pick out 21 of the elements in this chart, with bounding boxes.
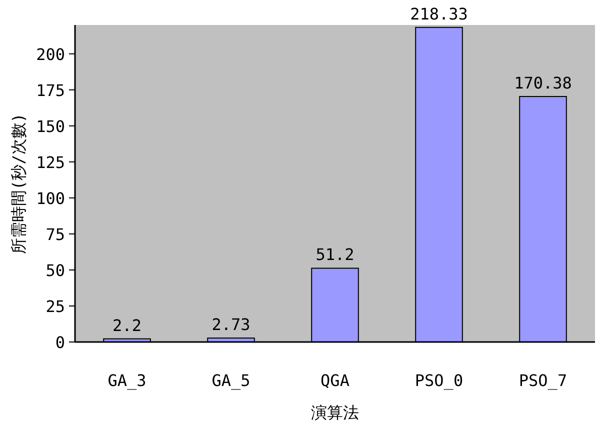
y-tick-label: 0	[55, 333, 65, 352]
data-label: 2.73	[212, 315, 250, 334]
y-tick-label: 125	[36, 152, 65, 172]
x-tick-label: PSO_0	[414, 371, 464, 390]
x-tick-label: PSO_7	[518, 371, 568, 390]
y-tick-label: 175	[36, 80, 65, 100]
data-label: 51.2	[316, 245, 354, 264]
y-tick-label: 25	[46, 296, 65, 316]
data-label: 218.33	[410, 4, 468, 24]
y-tick-label: 100	[36, 188, 65, 208]
y-tick-label: 75	[46, 224, 65, 244]
x-tick-label: GA_5	[212, 371, 250, 390]
x-tick-label: GA_3	[108, 371, 146, 390]
y-tick-label: 150	[36, 116, 65, 136]
data-label: 2.2	[112, 316, 142, 335]
data-label: 170.38	[514, 74, 572, 92]
x-tick-label: QGA	[320, 371, 350, 390]
x-axis-title: 演算法	[311, 403, 359, 422]
y-axis-title: 所需時間(秒/次數)	[9, 113, 28, 254]
y-tick-label: 50	[46, 260, 65, 280]
y-tick-label: 200	[36, 44, 65, 64]
